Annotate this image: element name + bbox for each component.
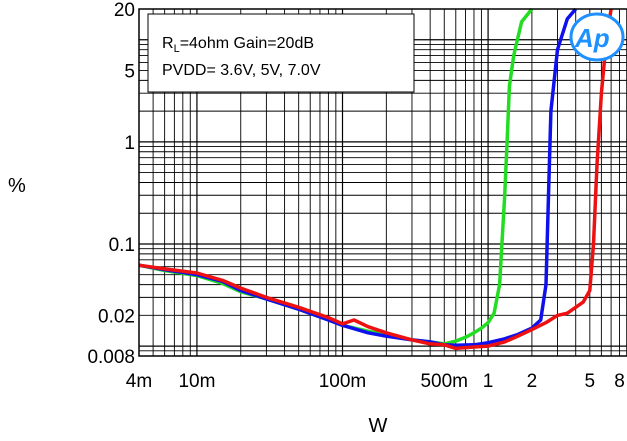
x-axis-label: W <box>369 415 388 437</box>
x-tick-label: 5 <box>585 371 596 392</box>
x-tick-label: 1 <box>483 371 494 392</box>
annotation-box: RL=4ohm Gain=20dB PVDD= 3.6V, 5V, 7.0V <box>147 13 415 93</box>
annotation-line-1-subscript: L <box>174 43 180 55</box>
annotation-background <box>147 13 415 93</box>
y-tick-label: 20 <box>114 0 135 21</box>
x-tick-label: 100m <box>319 371 367 392</box>
annotation-line-2: PVDD= 3.6V, 5V, 7.0V <box>162 62 321 79</box>
y-axis-label: % <box>8 175 26 197</box>
series-line-3 <box>138 8 613 351</box>
series-lines <box>138 7 613 351</box>
x-tick-label: 2 <box>527 371 538 392</box>
y-tick-label: 0.02 <box>98 306 135 327</box>
y-tick-label: 0.1 <box>109 235 135 256</box>
annotation-line-1: RL=4ohm Gain=20dB <box>162 35 314 55</box>
y-tick-label: 5 <box>124 61 135 82</box>
x-tick-label: 500m <box>420 371 468 392</box>
y-tick-label: 1 <box>124 133 135 154</box>
plot-frame <box>138 8 627 357</box>
x-tick-label: 8 <box>614 371 625 392</box>
y-tick-label: 0.008 <box>87 347 135 368</box>
annotation-line-1-main: R <box>162 35 174 52</box>
ap-logo: Ap <box>569 12 625 62</box>
x-tick-label: 4m <box>126 371 152 392</box>
x-tick-label: 10m <box>178 371 215 392</box>
ap-logo-ring <box>569 12 625 62</box>
annotation-line-1-rest: =4ohm Gain=20dB <box>180 35 314 52</box>
ap-logo-text: Ap <box>574 23 610 53</box>
